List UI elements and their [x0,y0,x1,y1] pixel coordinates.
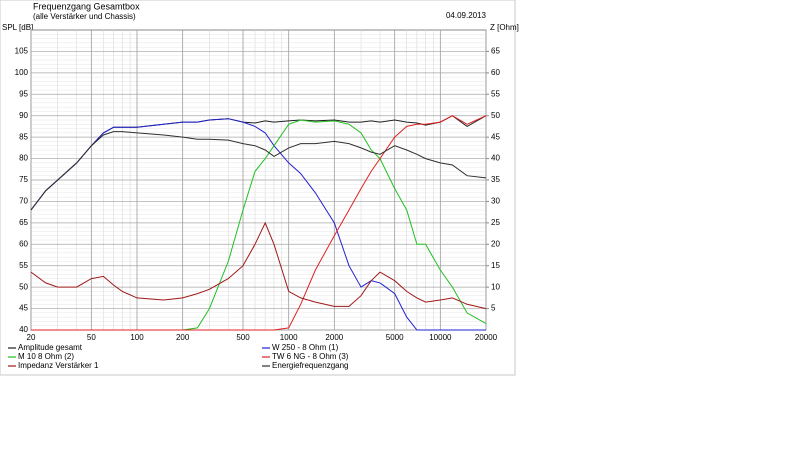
x-tick-label: 20 [27,333,36,342]
y2-tick-label: 30 [491,197,500,206]
y2-tick-label: 50 [491,111,500,120]
y2-tick-label: 55 [491,89,500,98]
series-line [31,115,487,331]
x-tick-label: 500 [236,333,250,342]
x-tick-label: 200 [176,333,190,342]
y-tick-label: 70 [19,197,28,206]
y-tick-label: 40 [19,325,28,334]
y-tick-label: 65 [19,218,28,227]
chart-title: Frequenzgang Gesamtbox [33,1,140,11]
y2-tick-label: 25 [491,218,500,227]
legend-label: Energiefrequenzgang [272,361,349,370]
y-tick-label: 85 [19,132,28,141]
y2-tick-label: 35 [491,175,500,184]
x-tick-label: 100 [130,333,144,342]
legend-label: Amplitude gesamt [18,343,83,352]
y2-tick-label: 65 [491,47,500,56]
legend-label: W 250 - 8 Ohm (1) [272,343,339,352]
chart-date: 04.09.2013 [446,11,487,20]
y2-tick-label: 60 [491,68,500,77]
y-tick-label: 90 [19,111,28,120]
y-tick-label: 60 [19,239,28,248]
y-tick-label: 80 [19,154,28,163]
y-tick-label: 50 [19,282,28,291]
y2-axis-label: Z [Ohm] [490,23,519,32]
x-tick-label: 20000 [475,333,498,342]
x-tick-label: 1000 [280,333,298,342]
legend-label: M 10 8 Ohm (2) [18,352,74,361]
y-tick-label: 95 [19,89,28,98]
x-tick-label: 50 [87,333,96,342]
x-tick-label: 10000 [429,333,452,342]
legend-label: Impedanz Verstärker 1 [18,361,99,370]
y2-tick-label: 45 [491,132,500,141]
y2-tick-label: 10 [491,282,500,291]
x-tick-label: 2000 [325,333,343,342]
chart-subtitle: (alle Verstärker und Chassis) [33,12,136,21]
series-line [30,131,487,211]
legend-label: TW 6 NG - 8 Ohm (3) [272,352,349,361]
y-tick-label: 100 [15,68,29,77]
y-tick-label: 45 [19,304,28,313]
series-line [30,118,486,331]
x-tick-label: 5000 [386,333,404,342]
y2-tick-label: 5 [491,304,496,313]
y2-tick-label: 20 [491,239,500,248]
y2-tick-label: 40 [491,154,500,163]
y-axis-label: SPL [dB] [2,23,33,32]
y2-tick-label: 15 [491,261,500,270]
series-line [30,221,487,310]
y-tick-label: 105 [15,47,29,56]
y-tick-label: 75 [19,175,28,184]
y-tick-label: 55 [19,261,28,270]
